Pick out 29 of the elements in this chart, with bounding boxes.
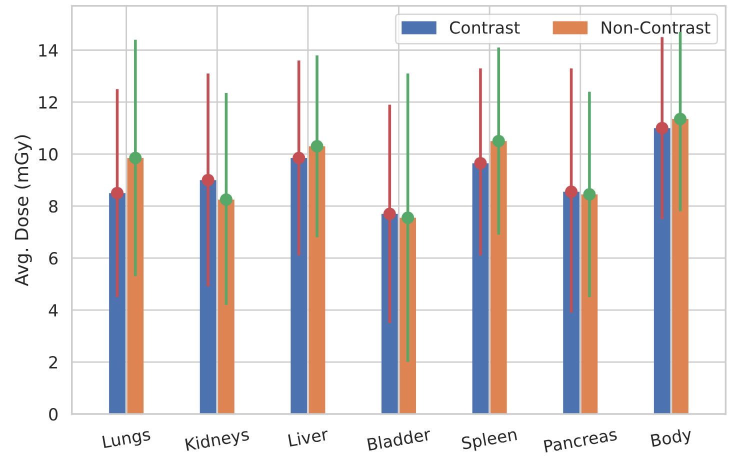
bar [563,192,580,414]
y-tick-label: 8 [49,200,58,213]
bar [654,128,670,414]
bar [382,214,398,414]
bar [218,200,234,414]
legend-label: Non-Contrast [602,21,710,34]
bar [308,146,326,414]
y-tick-label: 10 [39,148,58,161]
x-tick-label: Body [650,427,693,450]
bar [672,119,688,414]
y-tick-label: 6 [49,252,58,265]
y-tick-label: 0 [49,408,58,421]
x-tick-label: Kidneys [185,427,250,454]
bar [472,163,489,414]
y-axis-title: Avg. Dose (mGy) [14,135,32,286]
y-tick-label: 4 [48,304,58,316]
bar [290,158,308,414]
bar [127,158,144,414]
legend-label: Contrast [450,21,520,34]
x-tick-label: Lungs [102,428,152,452]
x-tick-label: Bladder [367,427,432,451]
bar [109,193,126,414]
y-tick-label: 12 [39,96,57,108]
x-tick-label: Liver [288,427,329,447]
y-tick-label: 2 [49,356,57,368]
y-tick-label: 14 [39,44,58,56]
x-tick-label: Spleen [461,427,518,453]
bar [490,141,507,414]
x-tick-label: Pancreas [544,428,618,453]
